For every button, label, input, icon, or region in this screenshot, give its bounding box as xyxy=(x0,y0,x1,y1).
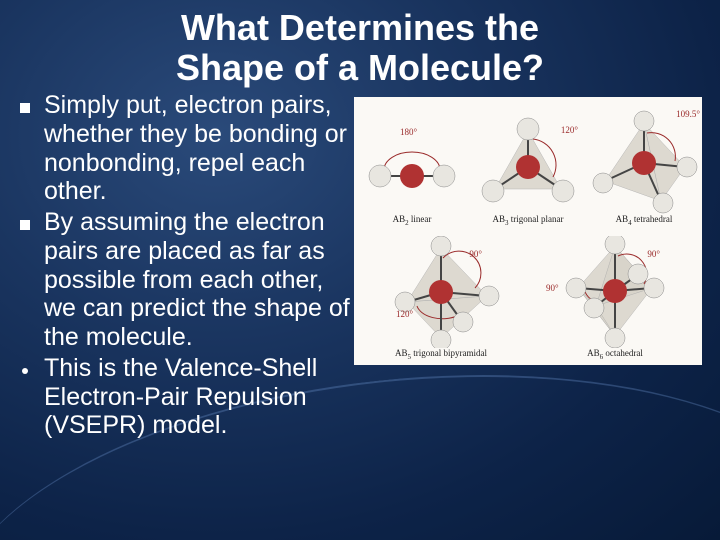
fig-tetrahedral: 109.5° AB4 tetrahedral xyxy=(586,97,702,231)
angle-label: 180° xyxy=(400,127,417,137)
angle-label: 109.5° xyxy=(676,109,700,119)
molecule-octahedral xyxy=(540,236,690,348)
molecule-trigonal-bipyramidal xyxy=(371,236,511,348)
fig-caption: AB2 linear xyxy=(393,214,432,227)
figure-row-bottom: 90° 120° xyxy=(354,231,702,365)
bullet-item: This is the Valence-Shell Electron-Pair … xyxy=(20,354,350,440)
slide-title: What Determines the Shape of a Molecule? xyxy=(0,0,720,87)
fig-octahedral: 90° 90° xyxy=(528,231,702,365)
fig-caption: AB3 trigonal planar xyxy=(493,214,564,227)
bullet-list: Simply put, electron pairs, whether they… xyxy=(20,91,350,440)
angle-label: 90° xyxy=(546,283,559,293)
bullet-text: Simply put, electron pairs, whether they… xyxy=(44,91,350,206)
dot-bullet-icon xyxy=(22,368,28,374)
bullet-text: By assuming the electron pairs are place… xyxy=(44,208,350,352)
angle-label: 90° xyxy=(647,249,660,259)
molecule-tetrahedral xyxy=(589,109,699,214)
title-line-2: Shape of a Molecule? xyxy=(0,48,720,88)
angle-label: 90° xyxy=(469,249,482,259)
slide-body: Simply put, electron pairs, whether they… xyxy=(0,87,720,440)
angle-label: 120° xyxy=(561,125,578,135)
fig-caption: AB6 octahedral xyxy=(587,348,643,361)
bullet-text: This is the Valence-Shell Electron-Pair … xyxy=(44,354,350,440)
square-bullet-icon xyxy=(20,103,30,113)
fig-trigonal-planar: 120° AB3 trigonal planar xyxy=(470,97,586,231)
fig-trigonal-bipyramidal: 90° 120° xyxy=(354,231,528,365)
bullet-item: By assuming the electron pairs are place… xyxy=(20,208,350,352)
bullet-item: Simply put, electron pairs, whether they… xyxy=(20,91,350,206)
vsepr-figure: 180° AB2 linear 120° xyxy=(354,97,702,365)
title-line-1: What Determines the xyxy=(0,8,720,48)
figure-row-top: 180° AB2 linear 120° xyxy=(354,97,702,231)
fig-caption: AB5 trigonal bipyramidal xyxy=(395,348,487,361)
square-bullet-icon xyxy=(20,220,30,230)
fig-linear: 180° AB2 linear xyxy=(354,97,470,231)
angle-label: 120° xyxy=(396,309,413,319)
fig-caption: AB4 tetrahedral xyxy=(616,214,673,227)
